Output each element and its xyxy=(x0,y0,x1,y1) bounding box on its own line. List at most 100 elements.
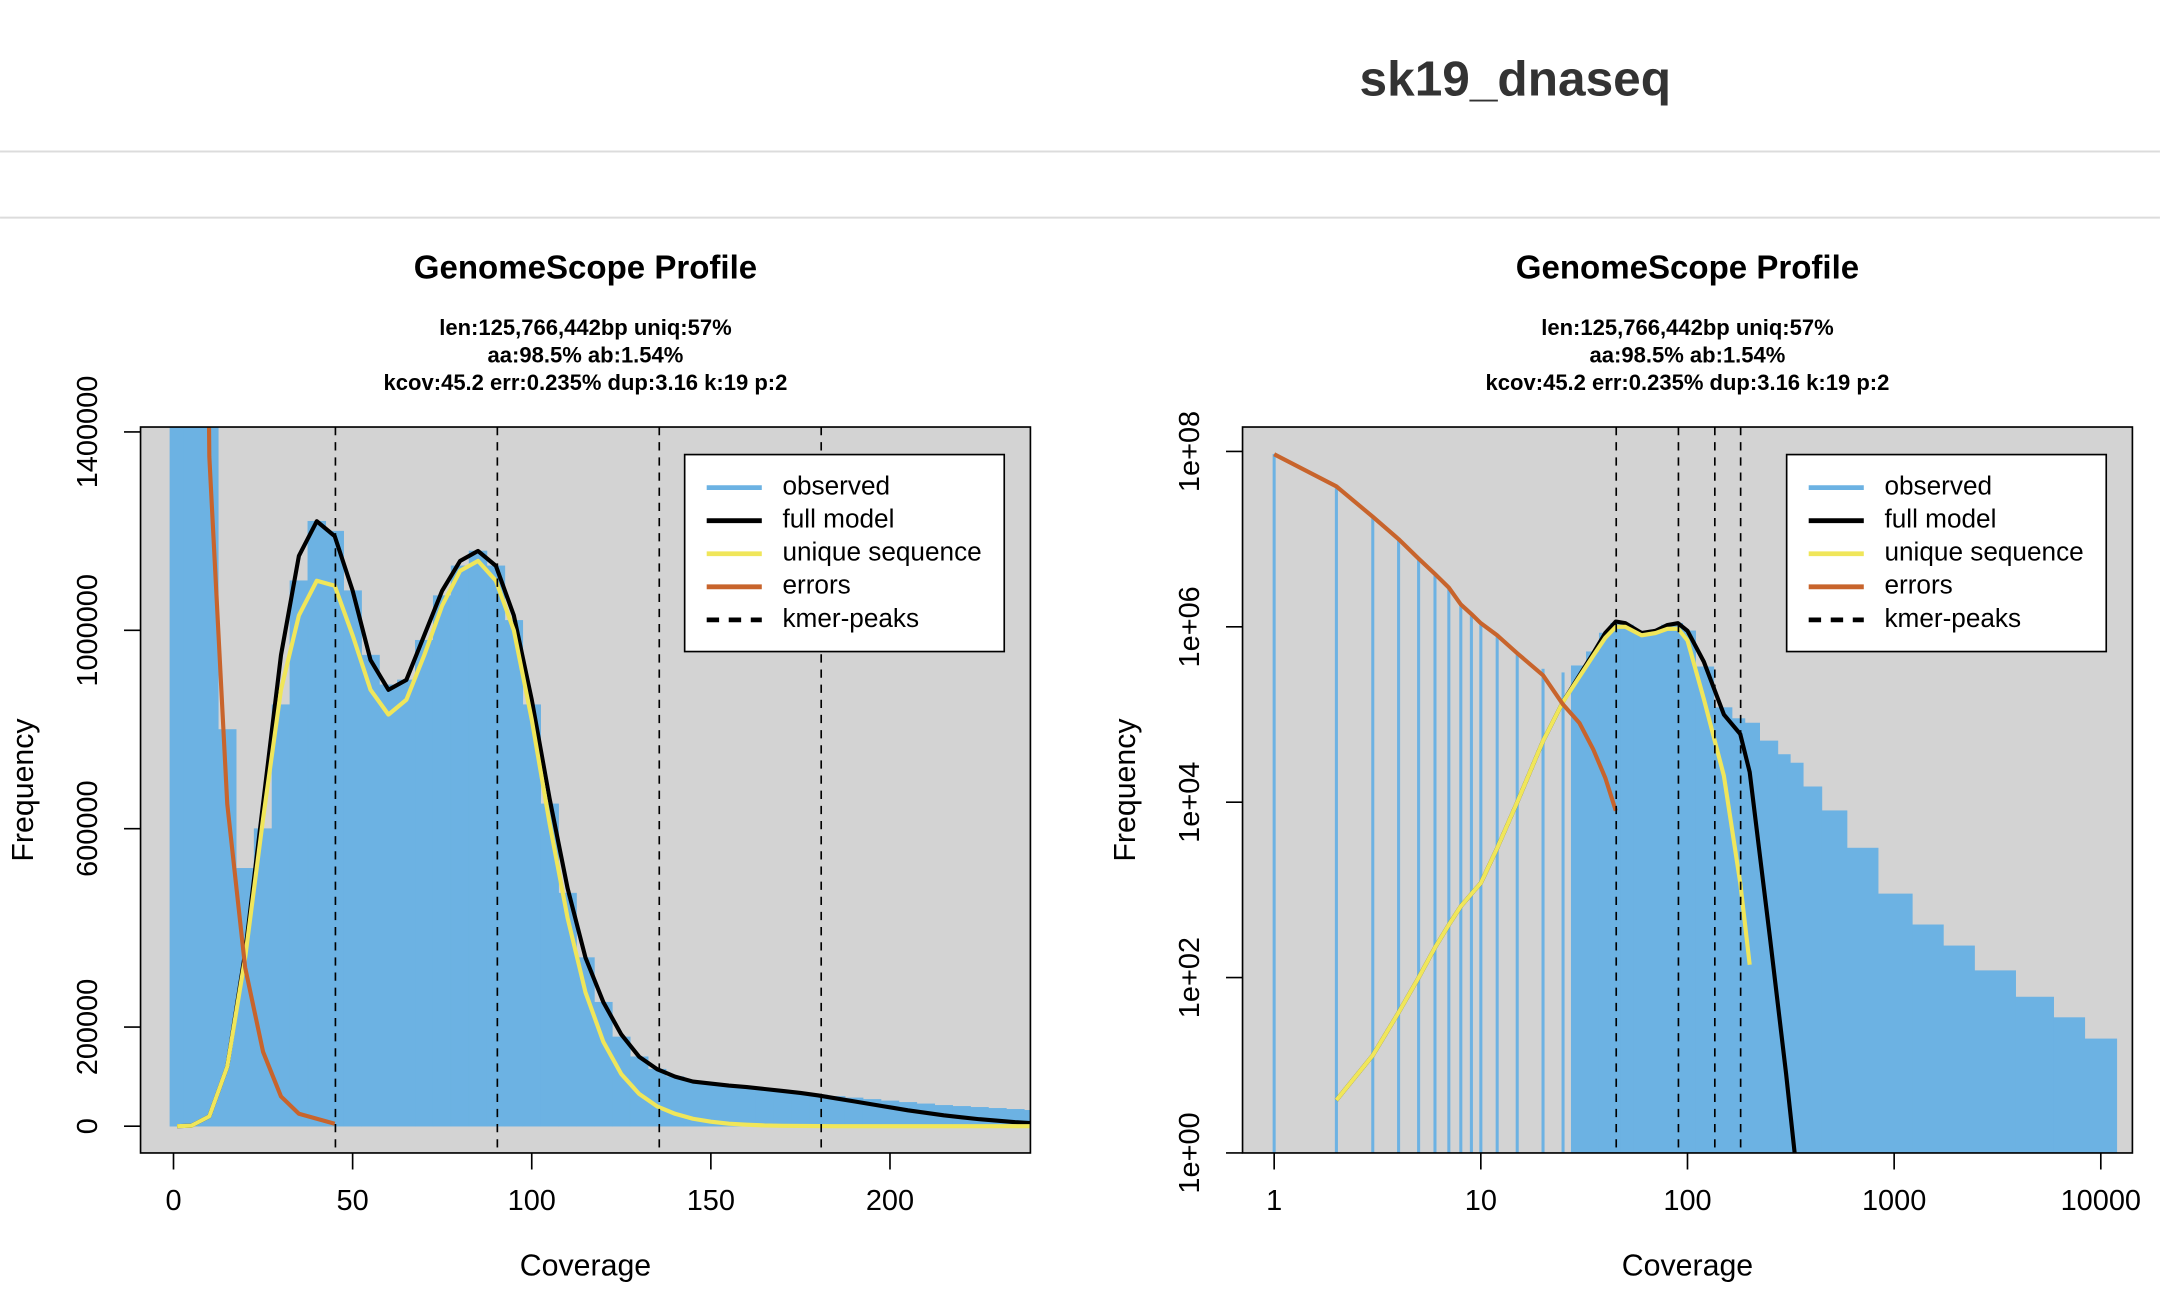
observed-bar xyxy=(2084,1038,2118,1153)
legend-label: full model xyxy=(1884,504,1996,534)
observed-bar xyxy=(791,1093,810,1127)
observed-bar xyxy=(1570,665,1587,1153)
observed-bar xyxy=(1495,635,1499,1153)
observed-bar xyxy=(1561,672,1565,1153)
model-line xyxy=(1273,452,1618,812)
observed-bar xyxy=(737,1087,756,1127)
observed-bar xyxy=(1731,718,1746,1153)
observed-bar xyxy=(343,590,362,1127)
chart-panel: GenomeScope Profile len:125,766,442bp uni… xyxy=(1109,250,2141,1283)
observed-bar xyxy=(183,427,201,1127)
observed-bar xyxy=(1790,762,1804,1153)
observed-bar xyxy=(647,1068,667,1127)
y-tick-label: 600000 xyxy=(72,780,104,876)
plot-area xyxy=(169,427,1031,1153)
y-tick-label: 0 xyxy=(72,1118,104,1134)
observed-bar xyxy=(1648,630,1662,1153)
observed-bar xyxy=(988,1108,1007,1127)
legend-label: unique sequence xyxy=(1884,537,2083,567)
x-tick-label: 100 xyxy=(508,1185,556,1217)
observed-bar xyxy=(486,565,506,1127)
observed-bar xyxy=(1803,786,1823,1153)
y-tick-label: 1e+04 xyxy=(1174,762,1206,843)
y-tick-label: 200000 xyxy=(72,979,104,1075)
observed-bar xyxy=(1682,630,1696,1153)
x-tick-label: 0 xyxy=(165,1185,181,1217)
observed-bar xyxy=(432,595,452,1127)
observed-bar xyxy=(379,684,398,1127)
observed-bar xyxy=(719,1086,739,1127)
x-tick-label: 200 xyxy=(866,1185,914,1217)
x-axis-label: Coverage xyxy=(1622,1249,1753,1282)
y-tick-label: 1e+02 xyxy=(1174,937,1206,1018)
y-tick-label: 1e+08 xyxy=(1174,411,1206,492)
observed-bar xyxy=(1821,810,1848,1153)
x-tick-label: 100 xyxy=(1663,1185,1711,1217)
observed-bar xyxy=(1334,486,1338,1153)
observed-bar xyxy=(504,620,524,1127)
observed-bar xyxy=(809,1094,828,1127)
observed-bar xyxy=(200,427,219,1127)
observed-bar xyxy=(2053,1017,2086,1153)
legend-label: full model xyxy=(782,504,894,534)
observed-bar xyxy=(1877,893,1913,1153)
observed-bar xyxy=(558,892,577,1127)
observed-bar xyxy=(773,1091,792,1127)
observed-bar xyxy=(576,957,595,1127)
observed-bar xyxy=(2015,996,2054,1153)
observed-bar xyxy=(450,565,470,1127)
observed-bar xyxy=(289,580,309,1127)
y-tick-label: 1e+06 xyxy=(1174,586,1206,667)
observed-bar xyxy=(1846,847,1879,1153)
observed-bar xyxy=(415,639,434,1127)
chart-title: GenomeScope Profile xyxy=(414,250,757,287)
legend-label: kmer-peaks xyxy=(782,603,919,633)
x-axis-label: Coverage xyxy=(520,1249,651,1282)
legend-label: observed xyxy=(782,471,890,501)
model-line xyxy=(177,558,1031,1129)
plot-frame xyxy=(139,426,1032,1154)
y-axis-label: Frequency xyxy=(1109,718,1142,862)
plot-area xyxy=(1272,427,2118,1153)
x-tick-label: 10000 xyxy=(2061,1185,2141,1217)
x-tick-label: 1 xyxy=(1266,1185,1282,1217)
observed-bar xyxy=(665,1076,685,1127)
y-tick-label: 1e+00 xyxy=(1174,1112,1206,1193)
observed-bar xyxy=(169,427,185,1127)
observed-bar xyxy=(1541,668,1545,1153)
observed-bar xyxy=(1586,651,1600,1153)
observed-bar xyxy=(1598,632,1611,1153)
x-tick-label: 50 xyxy=(337,1185,369,1217)
x-tick-label: 10 xyxy=(1465,1185,1497,1217)
observed-bar xyxy=(271,704,291,1127)
observed-bar xyxy=(1759,740,1779,1153)
observed-bar xyxy=(1912,924,1944,1153)
observed-bar xyxy=(468,550,488,1127)
model-line xyxy=(1334,624,1752,1102)
observed-bar xyxy=(1433,573,1437,1153)
observed-bar xyxy=(1479,622,1483,1153)
observed-bar xyxy=(1417,558,1421,1153)
y-tick-label: 1400000 xyxy=(72,376,104,489)
observed-bar xyxy=(307,520,327,1127)
legend-label: observed xyxy=(1884,471,1992,501)
observed-bar xyxy=(1272,453,1276,1153)
x-tick-label: 150 xyxy=(687,1185,735,1217)
legend-label: errors xyxy=(1884,570,1952,600)
x-tick-label: 1000 xyxy=(1862,1185,1926,1217)
observed-bar xyxy=(1633,632,1649,1153)
observed-bar xyxy=(1515,652,1519,1153)
page-title: sk19_dnaseq xyxy=(1360,51,1671,107)
observed-bar xyxy=(1397,538,1401,1153)
chart-subtitle: aa:98.5% ab:1.54% xyxy=(1590,343,1786,368)
model-line xyxy=(206,427,336,1126)
legend-label: kmer-peaks xyxy=(1884,603,2021,633)
observed-bar xyxy=(1943,945,1975,1153)
chart-panel: GenomeScope Profile len:125,766,442bp uni… xyxy=(7,250,1032,1282)
legend-label: errors xyxy=(782,570,850,600)
observed-bar xyxy=(1695,666,1715,1153)
